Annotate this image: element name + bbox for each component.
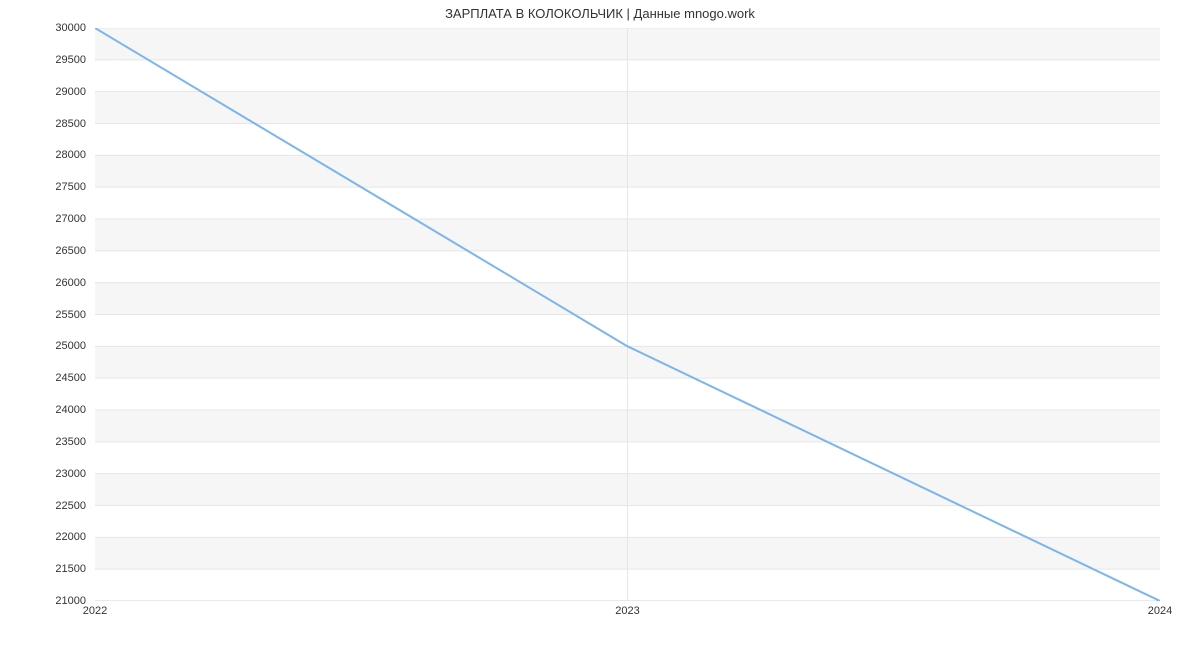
y-tick-label: 22500 [0, 500, 86, 512]
plot-area [95, 28, 1160, 601]
y-tick-label: 29500 [0, 54, 86, 66]
y-tick-label: 24500 [0, 372, 86, 384]
y-tick-label: 25000 [0, 340, 86, 352]
y-tick-label: 26000 [0, 277, 86, 289]
y-tick-label: 24000 [0, 404, 86, 416]
x-tick-label: 2023 [615, 605, 639, 617]
y-tick-label: 27000 [0, 213, 86, 225]
y-tick-label: 21500 [0, 563, 86, 575]
chart-container: ЗАРПЛАТА В КОЛОКОЛЬЧИК | Данные mnogo.wo… [0, 0, 1200, 650]
y-tick-label: 25500 [0, 309, 86, 321]
y-tick-label: 28000 [0, 149, 86, 161]
y-tick-label: 22000 [0, 531, 86, 543]
chart-title: ЗАРПЛАТА В КОЛОКОЛЬЧИК | Данные mnogo.wo… [0, 6, 1200, 21]
y-tick-label: 23000 [0, 468, 86, 480]
y-tick-label: 28500 [0, 118, 86, 130]
chart-svg [95, 28, 1160, 601]
y-tick-label: 27500 [0, 181, 86, 193]
y-tick-label: 30000 [0, 22, 86, 34]
x-tick-label: 2024 [1148, 605, 1172, 617]
y-tick-label: 23500 [0, 436, 86, 448]
y-tick-label: 29000 [0, 86, 86, 98]
x-tick-label: 2022 [83, 605, 107, 617]
y-tick-label: 21000 [0, 595, 86, 607]
y-tick-label: 26500 [0, 245, 86, 257]
